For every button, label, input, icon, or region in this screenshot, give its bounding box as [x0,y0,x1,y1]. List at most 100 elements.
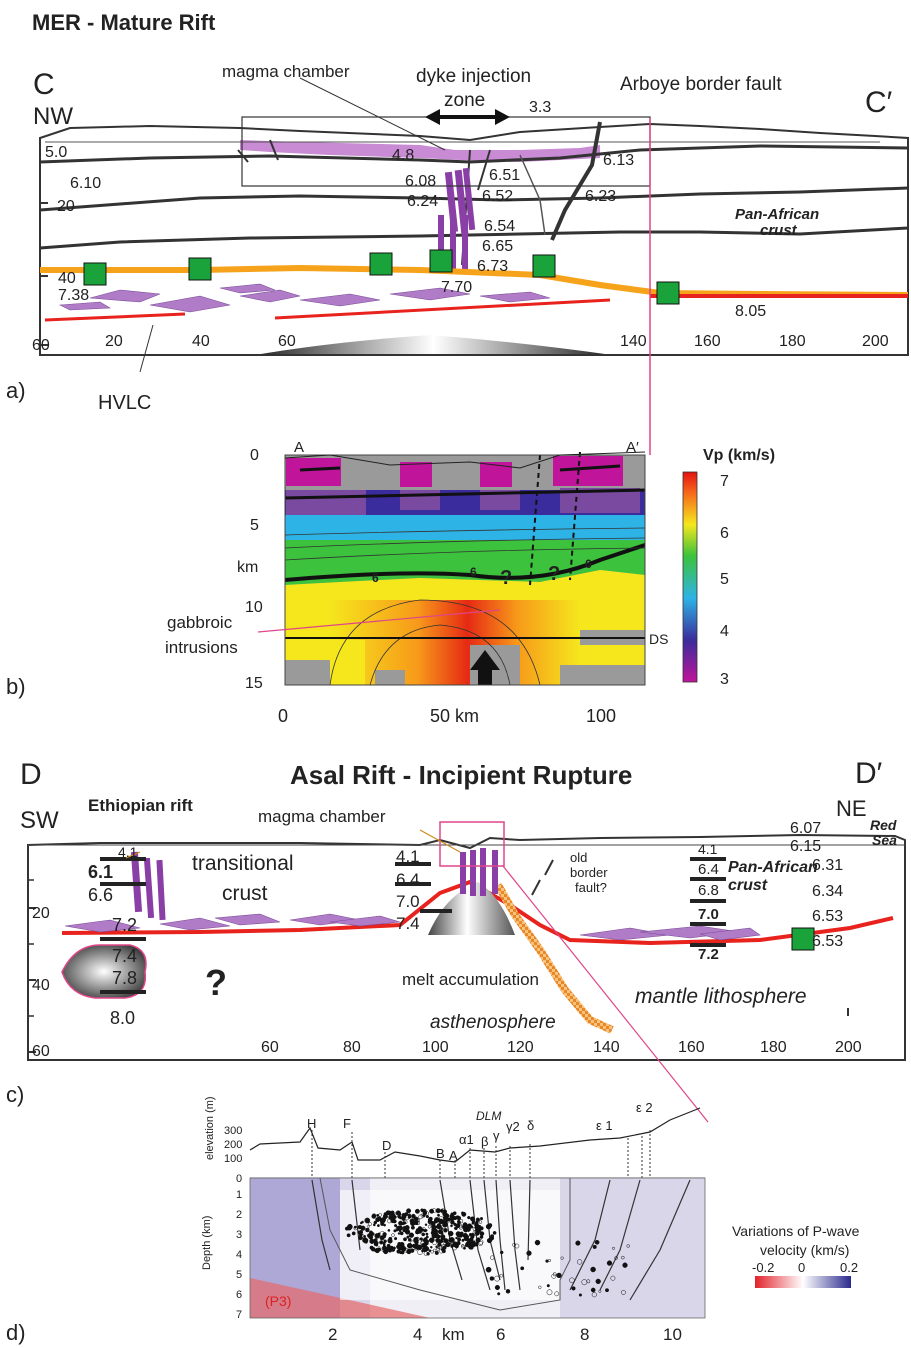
earthquake-dot [586,1279,591,1284]
earthquake-dot [560,1256,564,1260]
earthquake-dot [425,1215,429,1219]
colorbar-tick: 4 [720,623,729,640]
earthquake-dot [592,1244,597,1249]
velocity-label: 6.07 [790,820,821,837]
velocity-label: 6.34 [812,883,843,900]
earthquake-dot [505,1289,511,1294]
velocity-label: 6.24 [407,193,438,210]
earthquake-dot [450,1224,453,1228]
x-tick: 200 [835,1039,862,1056]
panel-c-velocities-left: 4.1 6.1 6.6 7.2 7.4 7.8 8.0 [88,844,138,1028]
earthquake-dot [591,1292,597,1298]
velocity-label: 7.38 [58,287,89,304]
panel-b-depth-unit: km [237,559,258,576]
earthquake-dot [551,1273,557,1279]
earthquake-dot [407,1238,412,1242]
earthquake-dot [423,1246,430,1252]
panel-a-end-right: C′ [865,86,893,119]
fault-label: B [436,1146,445,1161]
x-tick: 180 [779,333,806,350]
earthquake-dot [406,1235,410,1239]
earthquake-dot [437,1217,440,1221]
earthquake-dot [379,1240,384,1245]
earthquake-dot [430,1221,434,1224]
earthquake-dot [461,1244,464,1247]
velocity-label: 7.2 [698,946,719,963]
earthquake-dot [377,1246,381,1249]
earthquake-dot [452,1211,457,1216]
earthquake-dot [398,1229,402,1233]
x-tick: 0 [278,706,288,726]
earthquake-dot [474,1222,479,1228]
earthquake-dot [494,1284,500,1291]
label-ethiopian-rift: Ethiopian rift [88,796,193,815]
ylabel-depth: Depth (km) [201,1216,213,1270]
depth-tick: 15 [245,675,263,692]
panel-c-velocities-mid: 4.1 6.4 7.0 7.4 [396,847,420,933]
legend-title-1: Variations of P-wave [732,1223,860,1239]
velocity-label: 6.15 [790,838,821,855]
panel-a-section [39,116,909,356]
earthquake-dot [428,1237,435,1243]
velocity-label: 7.0 [396,892,420,911]
panel-d-section [249,1107,706,1319]
earthquake-dot [461,1238,465,1242]
earthquake-dot [457,1221,461,1225]
earthquake-dot [425,1232,429,1236]
earthquake-dot [380,1217,386,1223]
label-magma-chamber: magma chamber [222,62,350,81]
velocity-label: 6.53 [812,933,843,950]
depth-tick: 40 [32,977,50,994]
earthquake-dot [406,1208,412,1214]
velocity-label: 7.4 [396,914,420,933]
earthquake-dot [363,1235,367,1238]
earthquake-dot [401,1216,406,1221]
label-redsea-2: Sea [872,832,897,848]
velocity-label: 8.0 [110,1008,135,1028]
velocity-label: 6.4 [698,861,719,878]
x-tick: 140 [620,333,647,350]
x-tick: 160 [678,1039,705,1056]
earthquake-dot [475,1227,482,1234]
earthquake-dot [397,1232,401,1235]
x-tick: 100 [422,1039,449,1056]
panel-d-depth-ticks: 1 2 3 4 5 6 7 [236,1189,242,1321]
velocity-label: 7.8 [112,968,137,988]
velocity-label: 7.0 [698,906,719,923]
earthquake-dot [436,1223,441,1228]
velocity-label: 6.23 [585,188,616,205]
panel-a-title: MER - Mature Rift [32,10,216,35]
earthquake-dot [614,1256,618,1260]
panel-b-depth-ticks: 0 5 10 15 [245,447,263,692]
earthquake-dot [463,1213,466,1217]
earthquake-dot [402,1228,407,1233]
velocity-label: 6.10 [70,175,101,192]
depth-tick: 60 [32,337,50,354]
earthquake-dot [373,1249,377,1252]
earthquake-dot [435,1245,438,1248]
earthquake-dot [454,1226,458,1231]
label-ds: DS [649,631,668,647]
panel-c-section [27,821,906,1061]
depth-tick: 20 [32,905,50,922]
earthquake-dot [421,1232,426,1237]
earthquake-dot [450,1219,455,1225]
earthquake-dot [397,1241,402,1247]
earthquake-dot [401,1222,405,1226]
earthquake-dot [430,1245,433,1249]
label-gabbroic-2: intrusions [165,638,238,657]
earthquake-dot [422,1213,426,1218]
earthquake-dot [425,1239,430,1244]
earthquake-dot [443,1228,448,1233]
earthquake-dot [443,1238,449,1244]
velocity-label: 4.1 [698,841,718,857]
earthquake-dot [571,1286,576,1291]
earthquake-dot [373,1240,378,1245]
earthquake-dot [421,1208,427,1214]
earthquake-dot [424,1223,428,1226]
label-mantle-lithosphere: mantle lithosphere [635,985,807,1008]
velocity-label: 8.05 [735,303,766,320]
earthquake-dot [457,1237,462,1242]
x-tick: 8 [580,1325,589,1344]
dv-colorbar [755,1276,851,1288]
